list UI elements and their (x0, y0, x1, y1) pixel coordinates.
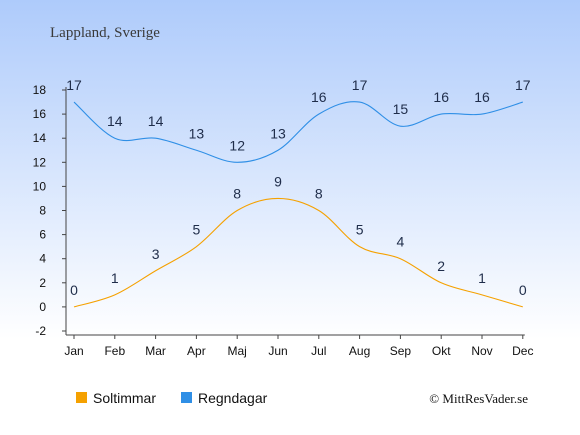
x-tick-label: Apr (187, 344, 206, 358)
legend-swatch-regndagar (181, 392, 192, 403)
chart-title: Lappland, Sverige (50, 25, 160, 41)
data-label-regndagar: 13 (270, 125, 286, 141)
data-label-regndagar: 12 (229, 137, 245, 153)
y-tick-label: 14 (33, 131, 47, 145)
y-tick-label: 8 (39, 204, 46, 218)
data-label-soltimmar: 1 (478, 270, 486, 286)
y-tick-label: 0 (39, 300, 46, 314)
y-tick-label: 4 (39, 252, 46, 266)
data-label-regndagar: 15 (393, 101, 409, 117)
data-label-soltimmar: 4 (397, 234, 405, 250)
x-tick-label: Sep (390, 344, 412, 358)
x-tick-label: Jul (311, 344, 326, 358)
y-tick-label: 2 (39, 276, 46, 290)
data-label-soltimmar: 0 (70, 282, 78, 298)
data-label-regndagar: 16 (311, 89, 327, 105)
data-label-soltimmar: 9 (274, 173, 282, 189)
x-tick-label: Jun (268, 344, 287, 358)
data-label-soltimmar: 8 (233, 186, 241, 202)
data-label-soltimmar: 8 (315, 186, 323, 202)
x-tick-label: Maj (228, 344, 247, 358)
legend-swatch-soltimmar (76, 392, 87, 403)
copyright-text: © MittResVader.se (429, 391, 528, 406)
data-label-regndagar: 17 (66, 77, 82, 93)
y-tick-label: 10 (33, 179, 47, 193)
x-tick-label: Jan (64, 344, 83, 358)
series-layer (73, 101, 523, 308)
data-label-regndagar: 17 (352, 77, 368, 93)
data-label-regndagar: 13 (189, 125, 205, 141)
series-line-regndagar (73, 101, 523, 163)
legend: Soltimmar Regndagar (76, 390, 268, 406)
data-label-regndagar: 17 (515, 77, 531, 93)
data-label-soltimmar: 2 (437, 258, 445, 274)
y-tick-label: 18 (33, 83, 47, 97)
data-label-soltimmar: 1 (111, 270, 119, 286)
data-label-regndagar: 14 (148, 113, 164, 129)
x-tick-label: Aug (349, 344, 370, 358)
data-label-soltimmar: 3 (152, 246, 160, 262)
y-tick-label: 16 (33, 107, 47, 121)
data-label-regndagar: 16 (433, 89, 449, 105)
legend-label-soltimmar: Soltimmar (93, 390, 156, 406)
series-line-soltimmar (73, 197, 523, 308)
x-tick-label: Nov (471, 344, 492, 358)
x-tick-label: Dec (512, 344, 533, 358)
y-tick-label: 12 (33, 155, 47, 169)
data-label-regndagar: 16 (474, 89, 490, 105)
y-tick-label: -2 (35, 324, 46, 338)
legend-label-regndagar: Regndagar (198, 390, 268, 406)
data-label-soltimmar: 5 (356, 222, 364, 238)
data-label-soltimmar: 5 (193, 222, 201, 238)
data-label-regndagar: 14 (107, 113, 123, 129)
y-tick-label: 6 (39, 228, 46, 242)
x-tick-label: Feb (104, 344, 125, 358)
x-tick-label: Okt (432, 344, 451, 358)
data-label-soltimmar: 0 (519, 282, 527, 298)
x-tick-label: Mar (145, 344, 166, 358)
